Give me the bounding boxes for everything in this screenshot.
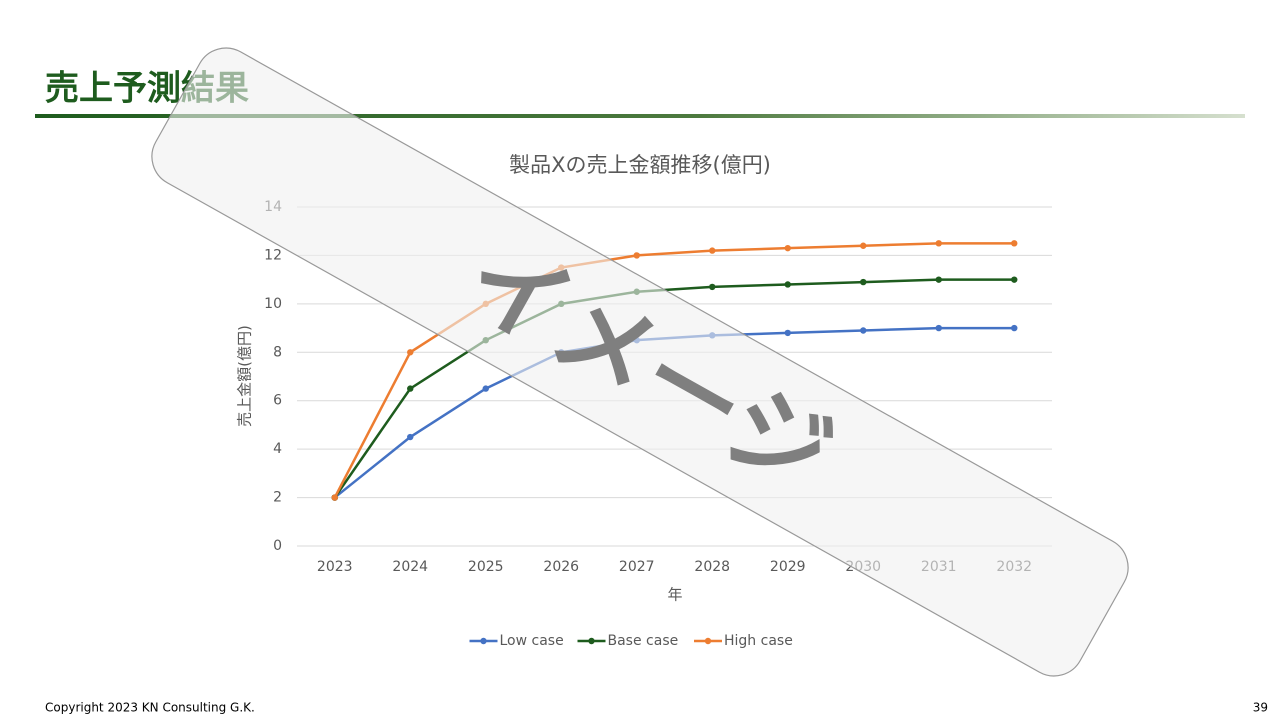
data-point bbox=[1011, 240, 1018, 247]
x-tick-label: 2028 bbox=[694, 559, 730, 575]
y-tick-label: 8 bbox=[273, 344, 282, 360]
y-tick-label: 4 bbox=[273, 441, 282, 457]
x-tick-label: 2025 bbox=[468, 559, 504, 575]
y-tick-label: 0 bbox=[273, 538, 282, 554]
y-axis-label: 売上金額(億円) bbox=[236, 325, 254, 427]
data-point bbox=[709, 247, 716, 254]
data-point bbox=[1011, 276, 1018, 283]
data-point bbox=[1011, 324, 1018, 332]
data-point bbox=[407, 349, 414, 356]
legend-marker bbox=[704, 637, 712, 645]
data-point bbox=[784, 244, 791, 252]
data-point bbox=[860, 242, 867, 249]
x-tick-label: 2029 bbox=[770, 559, 806, 575]
legend-marker bbox=[480, 637, 487, 645]
y-tick-label: 2 bbox=[273, 490, 282, 506]
data-point bbox=[860, 278, 867, 286]
x-axis-label: 年 bbox=[667, 586, 682, 604]
data-point bbox=[331, 494, 338, 501]
data-point bbox=[482, 385, 489, 392]
title-rule bbox=[35, 114, 1245, 118]
data-point bbox=[709, 283, 716, 291]
x-tick-label: 2027 bbox=[619, 559, 655, 575]
series-line bbox=[333, 278, 1015, 499]
data-point bbox=[407, 385, 414, 392]
legend: Low case Base case High case bbox=[469, 633, 793, 649]
data-point bbox=[407, 433, 414, 441]
footer: Copyright 2023 KN Consulting G.K. bbox=[45, 701, 255, 715]
watermark: イメージ bbox=[151, 47, 1129, 677]
y-tick-label: 12 bbox=[264, 247, 282, 263]
x-tick-label: 2023 bbox=[317, 559, 353, 575]
y-tick-label: 6 bbox=[273, 393, 282, 409]
x-tick-label: 2026 bbox=[543, 559, 579, 575]
legend-label: High case bbox=[724, 633, 793, 649]
data-point bbox=[784, 281, 791, 288]
legend-marker bbox=[588, 637, 595, 645]
x-tick-label: 2024 bbox=[392, 559, 428, 575]
legend-label: Low case bbox=[500, 633, 564, 649]
chart-title: 製品Xの売上金額推移(億円) bbox=[509, 153, 771, 177]
data-point bbox=[935, 240, 942, 247]
y-tick-label: 10 bbox=[264, 296, 282, 312]
legend-label: Base case bbox=[608, 633, 679, 649]
data-point bbox=[935, 324, 942, 332]
data-point bbox=[633, 252, 640, 259]
data-point bbox=[784, 329, 791, 337]
data-point bbox=[860, 327, 867, 334]
watermark-band bbox=[151, 47, 1129, 677]
page-number: 39 bbox=[1253, 701, 1268, 715]
data-point bbox=[935, 276, 942, 283]
